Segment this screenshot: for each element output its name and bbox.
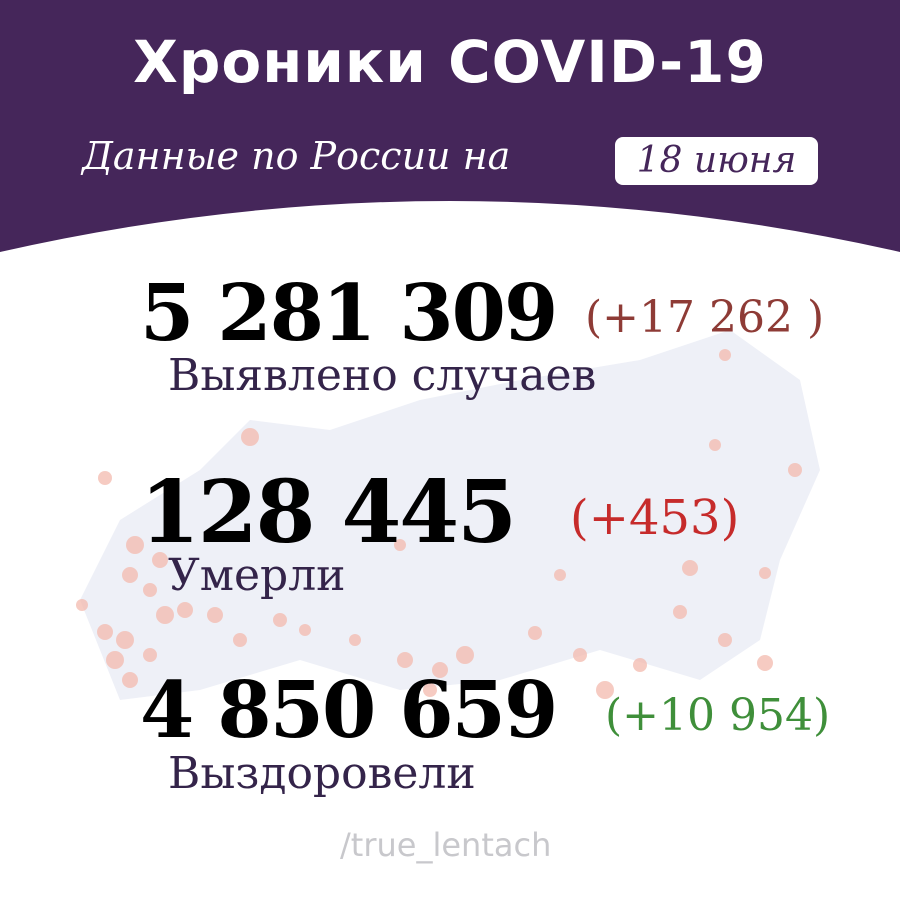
region-dot <box>554 569 566 581</box>
region-dot <box>98 471 112 485</box>
region-dot <box>349 634 361 646</box>
region-dot <box>122 567 138 583</box>
region-dot <box>397 652 413 668</box>
recovered-value: 4 850 659 <box>140 665 558 756</box>
region-dot <box>788 463 802 477</box>
region-dot <box>718 633 732 647</box>
region-dot <box>709 439 721 451</box>
deaths-delta: (+453) <box>570 490 740 546</box>
region-dot <box>596 681 614 699</box>
region-dot <box>76 599 88 611</box>
subtitle: Данные по России на <box>82 134 511 178</box>
region-dot <box>633 658 647 672</box>
region-dot <box>423 683 437 697</box>
region-dot <box>759 567 771 579</box>
deaths-value: 128 445 <box>140 462 517 563</box>
region-dot <box>299 624 311 636</box>
deaths-label: Умерли <box>168 550 346 601</box>
region-dot <box>116 631 134 649</box>
region-dot <box>456 646 474 664</box>
date-badge: 18 июня <box>615 137 818 185</box>
cases-label: Выявлено случаев <box>168 350 597 401</box>
region-dot <box>152 552 168 568</box>
cases-delta: (+17 262 ) <box>585 292 825 343</box>
recovered-label: Выздоровели <box>168 748 476 799</box>
region-dot <box>233 633 247 647</box>
region-dot <box>241 428 259 446</box>
region-dot <box>757 655 773 671</box>
region-dot <box>156 606 174 624</box>
recovered-delta: (+10 954) <box>605 690 831 741</box>
region-dot <box>719 349 731 361</box>
region-dot <box>143 648 157 662</box>
region-dot <box>432 662 448 678</box>
region-dot <box>177 602 193 618</box>
region-dot <box>106 651 124 669</box>
region-dot <box>143 583 157 597</box>
region-dot <box>673 605 687 619</box>
region-dot <box>528 626 542 640</box>
region-dot <box>394 539 406 551</box>
region-dot <box>273 613 287 627</box>
region-dot <box>97 624 113 640</box>
region-dot <box>207 607 223 623</box>
region-dot <box>122 672 138 688</box>
region-dot <box>126 536 144 554</box>
region-dot <box>573 648 587 662</box>
header-background <box>0 0 900 252</box>
footer-handle: /true_lentach <box>340 826 552 864</box>
region-dot <box>682 560 698 576</box>
cases-value: 5 281 309 <box>140 268 558 359</box>
page-title: Хроники COVID-19 <box>133 28 767 96</box>
